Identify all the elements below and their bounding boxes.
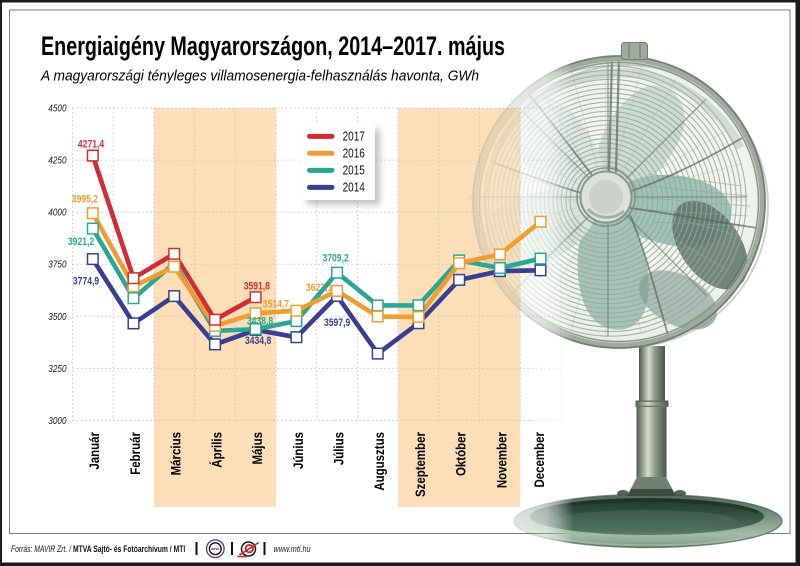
svg-text:3921,2: 3921,2 (68, 236, 95, 248)
svg-text:3774,9: 3774,9 (73, 276, 100, 288)
svg-text:3250: 3250 (48, 363, 66, 374)
svg-text:4000: 4000 (48, 207, 66, 218)
svg-text:3750: 3750 (48, 259, 66, 270)
svg-text:Március: Március (167, 432, 183, 475)
svg-text:MTVA: MTVA (211, 547, 220, 551)
svg-text:December: December (531, 432, 547, 488)
svg-text:4271,4: 4271,4 (78, 138, 105, 150)
svg-text:3434,8: 3434,8 (245, 335, 272, 347)
svg-text:Május: Május (249, 432, 265, 465)
svg-text:www.mti.hu: www.mti.hu (274, 543, 311, 554)
svg-text:2015: 2015 (343, 165, 365, 178)
svg-text:3438,8: 3438,8 (247, 316, 274, 328)
svg-text:Június: Június (290, 432, 306, 469)
svg-text:Február: Február (127, 432, 143, 475)
svg-text:Szeptember: Szeptember (412, 432, 428, 497)
svg-text:3514,7: 3514,7 (263, 298, 290, 310)
svg-text:3709,2: 3709,2 (323, 252, 350, 264)
svg-text:3995,2: 3995,2 (72, 194, 99, 206)
svg-text:2016: 2016 (343, 148, 365, 161)
svg-text:Július: Július (330, 432, 346, 465)
svg-text:3597,9: 3597,9 (324, 317, 351, 329)
svg-text:3500: 3500 (48, 311, 66, 322)
svg-text:Január: Január (86, 432, 102, 470)
svg-text:2017: 2017 (343, 131, 365, 144)
svg-text:3000: 3000 (48, 415, 66, 426)
svg-text:November: November (493, 432, 509, 488)
svg-text:3591,8: 3591,8 (244, 281, 271, 293)
svg-text:4500: 4500 (48, 103, 66, 114)
svg-text:Április: Április (208, 432, 224, 468)
svg-text:Október: Október (452, 432, 468, 476)
svg-text:Energiaigény Magyarországon, 2: Energiaigény Magyarországon, 2014–2017. … (41, 31, 505, 60)
svg-text:4250: 4250 (48, 155, 66, 166)
svg-text:2014: 2014 (343, 182, 365, 195)
svg-text:Augusztus: Augusztus (371, 432, 387, 491)
svg-text:A magyarországi tényleges vill: A magyarországi tényleges villamosenergi… (40, 68, 479, 85)
svg-text:Forrás: MAVIR Zrt. / MTVA Sajt: Forrás: MAVIR Zrt. / MTVA Sajtó- és Fotó… (11, 544, 185, 554)
